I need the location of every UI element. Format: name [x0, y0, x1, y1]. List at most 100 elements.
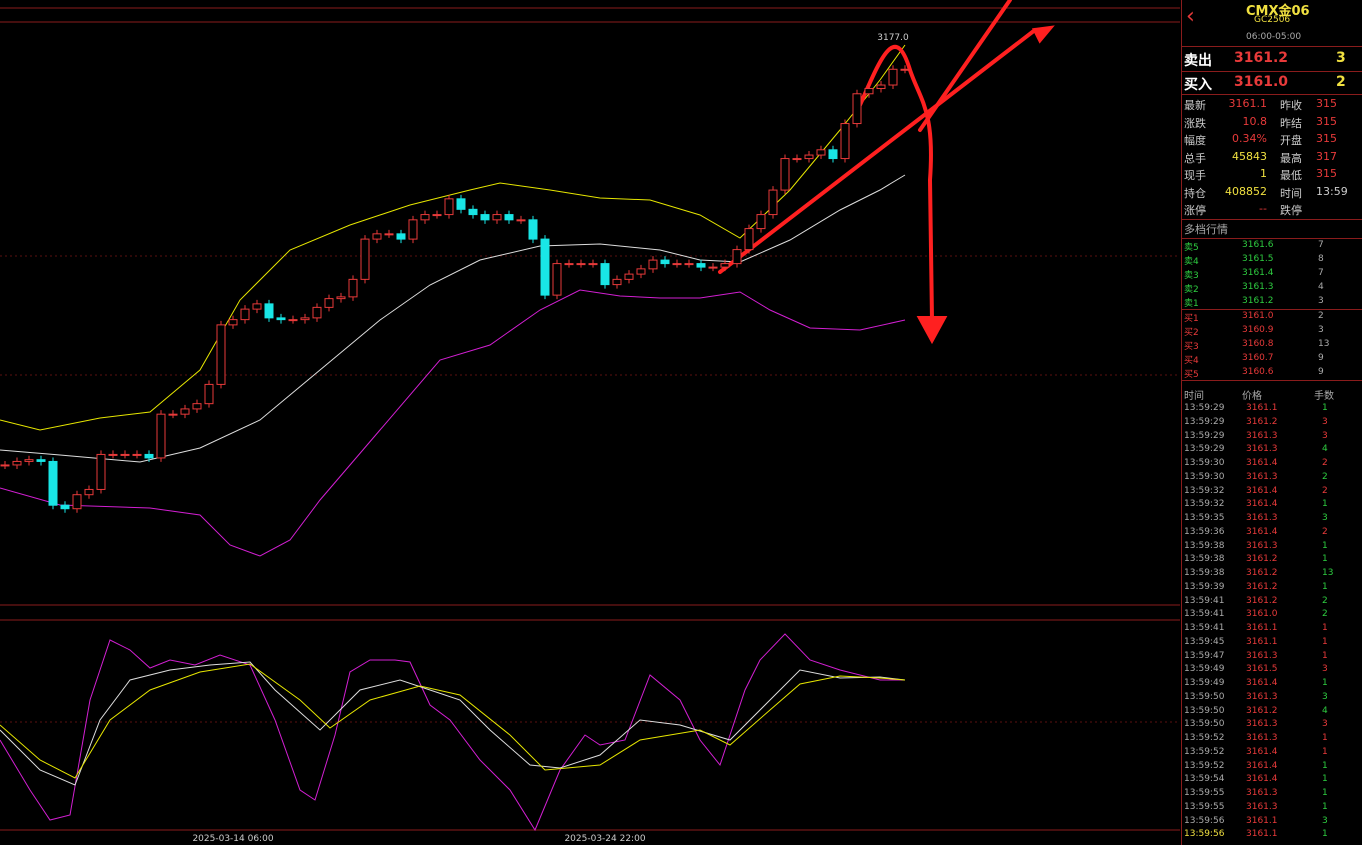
tick-price: 3161.2: [1246, 568, 1278, 578]
tick-price: 3161.4: [1246, 499, 1278, 510]
candle: [432, 214, 442, 217]
depth-volume: 13: [1318, 339, 1330, 349]
candle: [588, 263, 598, 266]
ticks-header: 价格: [1242, 391, 1262, 402]
tick-volume: 1: [1322, 733, 1328, 743]
tick-volume: 1: [1322, 801, 1328, 812]
candle: [60, 504, 70, 510]
tick-time: 13:59:50: [1184, 705, 1225, 716]
tick-time: 13:59:38: [1184, 554, 1225, 565]
candle: [864, 88, 874, 95]
tick-time: 13:59:35: [1184, 513, 1225, 523]
indicator-d: [0, 661, 906, 786]
candle: [828, 149, 838, 160]
candle: [192, 403, 202, 410]
depth-volume: 3: [1318, 296, 1324, 306]
tick-price: 3161.3: [1246, 733, 1278, 743]
candle: [852, 93, 862, 125]
tick-time: 13:59:29: [1184, 416, 1225, 427]
candle: [336, 296, 346, 300]
tick-time: 13:59:52: [1184, 760, 1225, 771]
tick-price: 3161.2: [1246, 595, 1278, 606]
depth-level: 买4: [1184, 356, 1199, 366]
candle: [396, 233, 406, 240]
depth-title[interactable]: 多档行情: [1184, 223, 1228, 236]
depth-volume: 8: [1318, 254, 1324, 264]
sell-label: 卖出: [1184, 53, 1212, 69]
tick-volume: 3: [1322, 691, 1328, 702]
depth-level: 卖1: [1184, 299, 1199, 309]
depth-price: 3160.7: [1242, 353, 1274, 363]
candle: [372, 233, 382, 240]
candle: [240, 308, 250, 321]
tick-volume: 1: [1322, 650, 1328, 661]
candle: [756, 214, 766, 230]
tick-time: 13:59:54: [1184, 774, 1225, 785]
candle: [840, 123, 850, 160]
depth-volume: 2: [1318, 311, 1324, 321]
candle: [156, 413, 166, 459]
tick-price: 3161.1: [1246, 623, 1278, 633]
depth-price: 3161.0: [1242, 311, 1274, 321]
symbol: CMX金06: [1246, 4, 1310, 19]
tick-price: 3161.1: [1246, 636, 1278, 647]
stat-value: 0.34%: [1232, 132, 1267, 145]
candle: [120, 453, 130, 456]
candle: [168, 413, 178, 416]
candle: [672, 263, 682, 266]
depth-volume: 4: [1318, 282, 1324, 292]
candle: [36, 459, 46, 462]
candle: [264, 303, 274, 319]
stat-label: 现手: [1184, 169, 1206, 182]
candle: [204, 383, 214, 405]
candle: [384, 233, 394, 236]
tick-volume: 1: [1322, 403, 1328, 413]
candle: [648, 259, 658, 270]
stat-label: 总手: [1184, 151, 1206, 165]
tick-time: 13:59:49: [1184, 664, 1225, 675]
candle: [444, 198, 454, 216]
stat-value: 10.8: [1242, 114, 1268, 128]
tick-volume: 1: [1322, 760, 1328, 771]
tick-price: 3161.3: [1246, 650, 1278, 661]
tick-volume: 1: [1322, 746, 1328, 757]
contract-code: GC2506: [1254, 15, 1291, 25]
indicator-k: [0, 633, 905, 832]
candle: [228, 319, 238, 326]
candle: [276, 317, 286, 321]
candle: [468, 208, 478, 216]
tick-time: 13:59:45: [1184, 636, 1225, 647]
depth-price: 3161.2: [1242, 296, 1274, 306]
candle: [348, 278, 358, 298]
candle: [720, 263, 730, 268]
back-button[interactable]: ‹: [1186, 4, 1195, 29]
tick-price: 3161.3: [1246, 719, 1278, 730]
candle: [492, 214, 502, 221]
tick-volume: 3: [1322, 815, 1328, 826]
candle: [84, 488, 94, 496]
tick-time: 13:59:32: [1184, 499, 1225, 510]
sell-price: 3161.2: [1234, 50, 1289, 66]
tick-volume: 1: [1322, 499, 1328, 510]
x-tick-label: 2025-03-24 22:00: [564, 834, 645, 844]
candle: [732, 249, 742, 265]
candle: [408, 219, 418, 240]
stat-value: 315: [1316, 97, 1337, 110]
upper-band: [0, 44, 906, 431]
candle: [696, 263, 706, 268]
depth-level: 卖4: [1184, 257, 1199, 267]
depth-volume: 7: [1318, 240, 1324, 250]
depth-volume: 7: [1318, 268, 1324, 278]
stat-label: 幅度: [1184, 134, 1206, 147]
max-label: 3177.0: [877, 33, 909, 43]
tick-time: 13:59:56: [1184, 815, 1225, 826]
tick-price: 3161.1: [1246, 403, 1278, 413]
depth-level: 买1: [1184, 314, 1199, 324]
quote-panel: ‹ CMX金06 GC2506 06:00-05:00 卖出 3161.2 3 …: [1181, 0, 1362, 845]
stat-label: 昨收: [1280, 99, 1302, 112]
tick-volume: 1: [1322, 774, 1328, 785]
tick-price: 3161.3: [1246, 471, 1278, 482]
tick-volume: 2: [1322, 458, 1328, 468]
candle: [540, 238, 550, 296]
tick-price: 3161.3: [1246, 788, 1278, 798]
